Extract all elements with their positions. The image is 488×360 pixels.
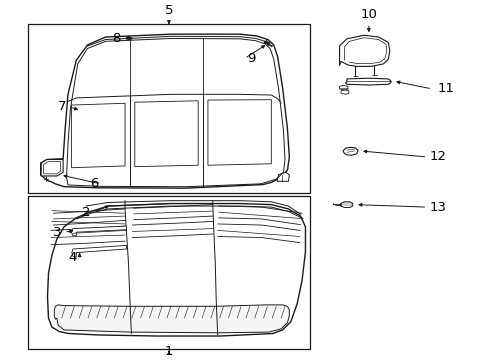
Text: 4: 4	[68, 251, 76, 264]
Polygon shape	[71, 226, 126, 236]
Text: 7: 7	[58, 100, 66, 113]
Polygon shape	[72, 246, 126, 257]
Text: 2: 2	[82, 206, 91, 219]
Polygon shape	[339, 35, 389, 66]
Text: 8: 8	[112, 32, 120, 45]
Polygon shape	[47, 203, 305, 336]
Polygon shape	[54, 305, 289, 333]
Text: 9: 9	[246, 52, 255, 65]
Text: 11: 11	[436, 82, 453, 95]
Text: 12: 12	[429, 150, 446, 163]
Text: 10: 10	[360, 8, 377, 21]
Polygon shape	[339, 85, 347, 90]
Polygon shape	[340, 90, 348, 94]
Text: 13: 13	[429, 201, 446, 213]
Polygon shape	[41, 34, 289, 188]
Polygon shape	[345, 78, 390, 85]
Text: 5: 5	[164, 4, 173, 17]
Text: 1: 1	[164, 345, 173, 357]
Polygon shape	[342, 147, 357, 155]
Bar	[27, 196, 310, 348]
Text: 3: 3	[53, 226, 61, 239]
Polygon shape	[277, 172, 289, 181]
Bar	[27, 24, 310, 193]
Text: 6: 6	[90, 177, 98, 190]
Polygon shape	[340, 202, 352, 207]
Polygon shape	[41, 159, 63, 176]
